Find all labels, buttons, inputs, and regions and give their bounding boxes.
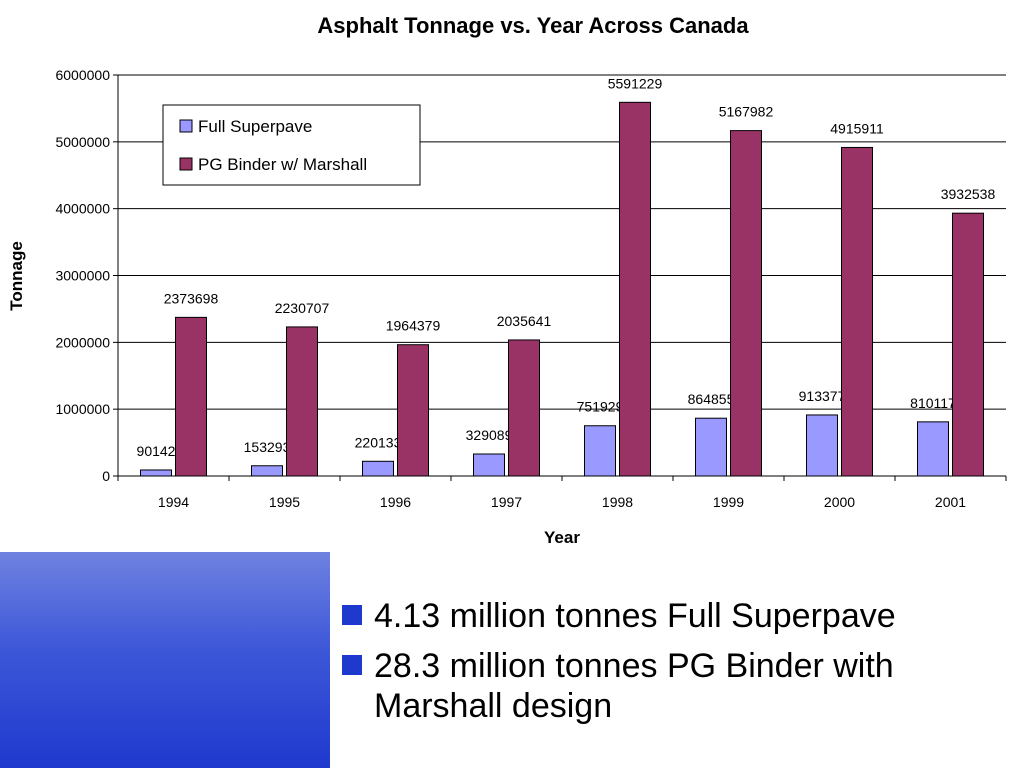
x-tick-label: 1999	[713, 494, 744, 510]
y-tick-label: 1000000	[55, 401, 110, 417]
bullet-text: 28.3 million tonnes PG Binder with Marsh…	[374, 647, 894, 725]
data-label-full-superpave: 864855	[688, 391, 735, 407]
bar-full-superpave	[584, 425, 616, 477]
legend-label-pg-binder: PG Binder w/ Marshall	[198, 155, 367, 174]
data-label-full-superpave: 220133	[355, 434, 402, 450]
x-axis-label: Year	[544, 528, 580, 547]
x-tick-label: 1998	[602, 494, 633, 510]
bar-chart: Asphalt Tonnage vs. Year Across Canada 0…	[7, 13, 1007, 547]
data-label-full-superpave: 153293	[244, 439, 291, 455]
bullet-pg-binder-total: 28.3 million tonnes PG Binder with Marsh…	[340, 646, 1020, 726]
y-tick-label: 2000000	[55, 334, 110, 350]
legend: Full Superpave PG Binder w/ Marshall	[162, 104, 421, 186]
bar-full-superpave	[917, 421, 949, 477]
x-tick-label: 1997	[491, 494, 522, 510]
data-label-full-superpave: 90142	[137, 443, 176, 459]
data-label-pg-binder-marshall: 2230707	[275, 300, 330, 316]
bar-pg-binder-marshall	[730, 130, 762, 477]
y-tick-label: 6000000	[55, 67, 110, 83]
x-tick-label: 1994	[158, 494, 189, 510]
y-tick-label: 4000000	[55, 201, 110, 217]
bar-pg-binder-marshall	[952, 212, 984, 477]
bullet-superpave-total: 4.13 million tonnes Full Superpave	[340, 596, 1020, 636]
legend-swatch-pg-binder	[179, 157, 193, 171]
bar-pg-binder-marshall	[619, 101, 651, 477]
data-label-pg-binder-marshall: 5591229	[608, 75, 663, 91]
legend-box	[162, 104, 421, 186]
bullet-text: 4.13 million tonnes Full Superpave	[374, 597, 896, 635]
y-tick-label: 3000000	[55, 268, 110, 284]
bar-pg-binder-marshall	[508, 339, 540, 477]
data-label-pg-binder-marshall: 5167982	[719, 104, 774, 120]
summary-bullets: 4.13 million tonnes Full Superpave 28.3 …	[340, 596, 1020, 736]
data-label-full-superpave: 810117	[910, 395, 956, 411]
bar-pg-binder-marshall	[397, 344, 429, 477]
y-tick-label: 5000000	[55, 134, 110, 150]
square-bullet-icon	[342, 655, 362, 675]
bar-pg-binder-marshall	[841, 146, 873, 477]
bar-pg-binder-marshall	[286, 326, 318, 477]
bar-full-superpave	[806, 414, 838, 477]
data-label-pg-binder-marshall: 4915911	[830, 120, 884, 136]
legend-swatch-superpave	[179, 119, 193, 133]
y-axis-label: Tonnage	[7, 241, 26, 311]
data-label-pg-binder-marshall: 3932538	[941, 186, 996, 202]
bar-full-superpave	[473, 453, 505, 477]
data-label-pg-binder-marshall: 2373698	[164, 290, 219, 306]
data-label-full-superpave: 751929	[577, 399, 624, 415]
x-tick-label: 1995	[269, 494, 300, 510]
bar-full-superpave	[362, 460, 394, 477]
bar-pg-binder-marshall	[175, 316, 207, 477]
bar-full-superpave	[695, 417, 727, 477]
bar-full-superpave	[251, 465, 283, 477]
square-bullet-icon	[342, 605, 362, 625]
decorative-gradient-panel	[0, 0, 330, 768]
y-tick-label: 0	[102, 468, 110, 484]
data-label-pg-binder-marshall: 2035641	[497, 313, 552, 329]
data-label-full-superpave: 329089	[466, 427, 513, 443]
x-tick-label: 2001	[935, 494, 966, 510]
chart-title: Asphalt Tonnage vs. Year Across Canada	[317, 13, 749, 38]
data-label-full-superpave: 913377	[799, 388, 846, 404]
plot-area: 0 1000000 2000000 3000000 4000000 5000000 6000…	[55, 67, 1007, 510]
x-tick-label: 2000	[824, 494, 855, 510]
bar-full-superpave	[140, 469, 172, 477]
legend-label-superpave: Full Superpave	[198, 117, 312, 136]
data-label-pg-binder-marshall: 1964379	[386, 318, 441, 334]
x-tick-label: 1996	[380, 494, 411, 510]
